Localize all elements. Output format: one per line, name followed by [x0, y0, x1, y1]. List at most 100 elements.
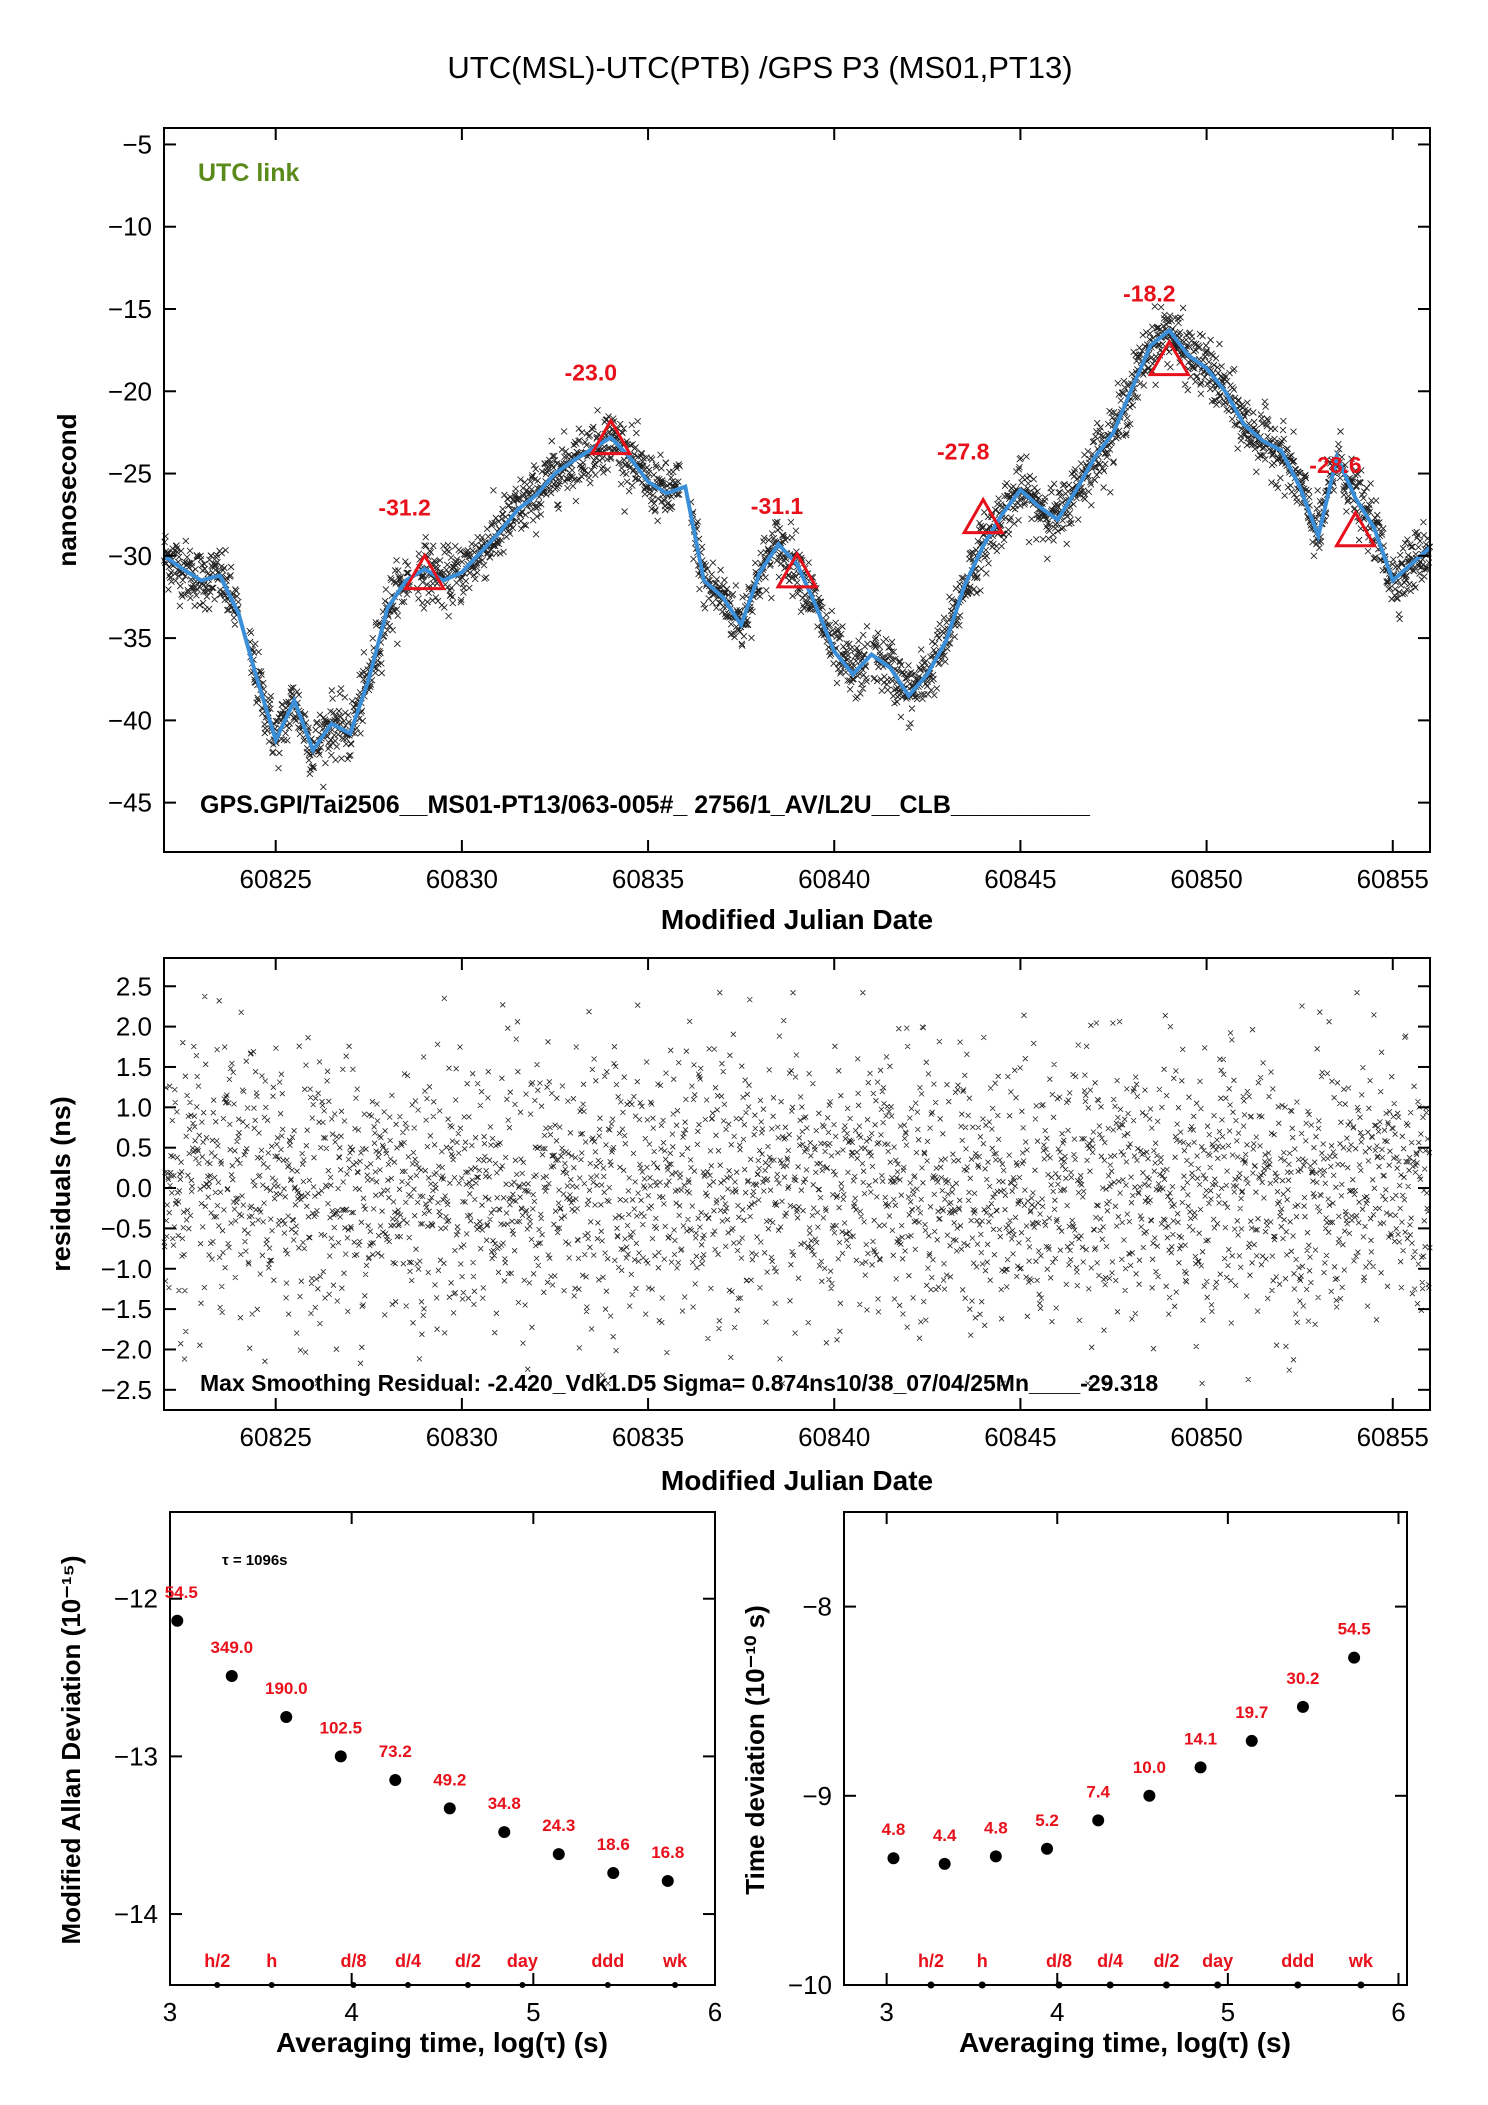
x-tick-label: 4 — [1050, 1997, 1064, 2027]
mdev-period-label: h/2 — [204, 1951, 230, 1971]
middle-axes: 60825 60830 60835 60840 60845 60850 60855 2.5 2.… — [101, 958, 1430, 1452]
x-tick-label: 60825 — [240, 864, 312, 894]
x-tick-label: 60845 — [984, 1422, 1056, 1452]
panel-bottom-right: 3 4 5 6−8−9−10 4.8 4.4 4.8 5.27.410.014.119.73… — [740, 1511, 1408, 2058]
top-fit-curve — [162, 327, 1432, 755]
top-scatter-crosses — [160, 303, 1434, 791]
top-footer-label: GPS.GPI/Tai2506__MS01-PT13/063-005#_ 275… — [200, 791, 1091, 819]
mdev-x-axis-label: Averaging time, log(τ) (s) — [276, 2027, 608, 2058]
x-tick-label: 5 — [526, 1997, 540, 2027]
marker-triangle — [961, 496, 1005, 535]
mdev-period-dot — [404, 1982, 411, 1988]
mdev-period-label: d/2 — [455, 1951, 481, 1971]
tdev-period-dot — [1214, 1981, 1222, 1989]
y-tick-label: −10 — [108, 212, 152, 242]
x-tick-label: 60845 — [984, 864, 1056, 894]
x-tick-label: 6 — [708, 1997, 722, 2027]
figure-title: UTC(MSL)-UTC(PTB) /GPS P3 (MS01,PT13) — [447, 50, 1072, 85]
y-tick-label: −12 — [114, 1584, 158, 1614]
y-tick-label: −2.0 — [101, 1334, 152, 1364]
y-tick-label: −45 — [108, 788, 152, 818]
tdev-point — [887, 1852, 900, 1865]
tdev-period-dot — [927, 1981, 935, 1989]
mdev-point-label: 73.2 — [379, 1742, 412, 1761]
panel-top: -31.2 -23.0 -31.1 -27.8 -18.2 -28.6 60825 6083… — [52, 127, 1434, 935]
tdev-y-axis-label: Time deviation (10⁻¹⁰ s) — [740, 1605, 770, 1895]
tdev-period-label: wk — [1348, 1951, 1374, 1971]
marker-triangle — [775, 550, 819, 589]
top-markers: -31.2 -23.0 -31.1 -27.8 -18.2 -28.6 — [378, 281, 1378, 591]
tdev-plot-frame — [843, 1511, 1408, 1986]
middle-plot-frame — [163, 957, 1431, 1411]
y-tick-label: −1.0 — [101, 1254, 152, 1284]
mdev-point-label: 49.2 — [433, 1770, 466, 1789]
mdev-period-label: h — [266, 1951, 277, 1971]
tdev-points: 4.8 4.4 4.8 5.2 7.4 10.0 14.1 19.7 30.2 54.5 h/2 h d… — [882, 1620, 1374, 1989]
tdev-period-label: d/4 — [1097, 1951, 1123, 1971]
x-tick-label: 5 — [1221, 1997, 1235, 2027]
y-tick-label: −35 — [108, 623, 152, 653]
mdev-point-label: 190.0 — [265, 1679, 308, 1698]
mdev-point-label: 102.5 — [319, 1718, 362, 1737]
y-tick-label: −8 — [802, 1592, 832, 1622]
mdev-tau-label: τ = 1096s — [222, 1552, 288, 1569]
mdev-point-label: 16.8 — [651, 1843, 684, 1862]
mdev-points: 54.5 349.0 190.0 102.5 73.2 49.2 34.8 24.3 18.6 1… — [165, 1583, 688, 1988]
tdev-period-label: d/2 — [1153, 1951, 1179, 1971]
mdev-point — [498, 1826, 511, 1839]
tdev-point — [1092, 1814, 1105, 1827]
y-tick-label: −0.5 — [101, 1213, 152, 1243]
middle-footer-label: Max Smoothing Residual: -2.420_Vdk1.D5 S… — [200, 1370, 1158, 1396]
middle-scatter-crosses — [161, 989, 1433, 1387]
panel-middle: 60825 60830 60835 60840 60845 60850 60855 2.5 2.… — [46, 957, 1433, 1496]
tdev-x-axis-label: Averaging time, log(τ) (s) — [959, 2027, 1291, 2058]
mdev-point — [225, 1669, 238, 1682]
tdev-point-label: 54.5 — [1338, 1620, 1371, 1639]
y-tick-label: −15 — [108, 294, 152, 324]
mdev-period-dot — [268, 1982, 275, 1988]
mdev-plot-frame — [169, 1511, 716, 1986]
x-tick-label: 60825 — [240, 1422, 312, 1452]
tdev-point — [1143, 1789, 1156, 1802]
tdev-point-label: 30.2 — [1286, 1669, 1319, 1688]
mdev-point-label: 349.0 — [210, 1638, 253, 1657]
mdev-point-label: 24.3 — [542, 1816, 575, 1835]
x-tick-label: 60830 — [426, 864, 498, 894]
marker-label: -31.1 — [751, 493, 804, 519]
marker-triangle — [1333, 509, 1378, 548]
marker-label: -18.2 — [1123, 281, 1175, 307]
y-tick-label: −30 — [108, 541, 152, 571]
mdev-period-label: ddd — [591, 1951, 624, 1971]
y-tick-label: −2.5 — [101, 1375, 152, 1405]
x-tick-label: 60840 — [798, 1422, 870, 1452]
mdev-period-label: day — [507, 1951, 538, 1971]
tdev-point-label: 4.8 — [882, 1820, 906, 1839]
y-tick-label: −1.5 — [101, 1294, 152, 1324]
y-tick-label: −20 — [108, 376, 152, 406]
x-tick-label: 60855 — [1357, 864, 1429, 894]
y-tick-label: 0.0 — [116, 1173, 152, 1203]
top-y-axis-label: nanosecond — [52, 413, 82, 566]
top-data-points — [160, 303, 1434, 791]
y-tick-label: −25 — [108, 459, 152, 489]
mdev-axes: 3 4 5 6 −12 −13 −14 — [114, 1512, 722, 2027]
mdev-point — [607, 1867, 620, 1880]
marker-triangle — [403, 552, 447, 591]
mdev-point — [443, 1802, 456, 1815]
y-tick-label: 0.5 — [116, 1133, 152, 1163]
top-annotation-utc-link: UTC link — [198, 159, 299, 187]
x-tick-label: 3 — [163, 1997, 177, 2027]
tdev-period-label: ddd — [1281, 1951, 1314, 1971]
tdev-period-label: h/2 — [918, 1951, 944, 1971]
mdev-point — [661, 1874, 674, 1887]
y-tick-label: 2.5 — [116, 971, 152, 1001]
marker-label: -23.0 — [565, 360, 617, 386]
mdev-point — [171, 1614, 184, 1627]
tdev-point — [1041, 1842, 1054, 1855]
x-tick-label: 6 — [1391, 1997, 1405, 2027]
mdev-period-label: d/8 — [340, 1951, 366, 1971]
mdev-point-label: 54.5 — [165, 1583, 198, 1602]
tdev-point — [1194, 1761, 1207, 1774]
mdev-point — [334, 1750, 347, 1763]
